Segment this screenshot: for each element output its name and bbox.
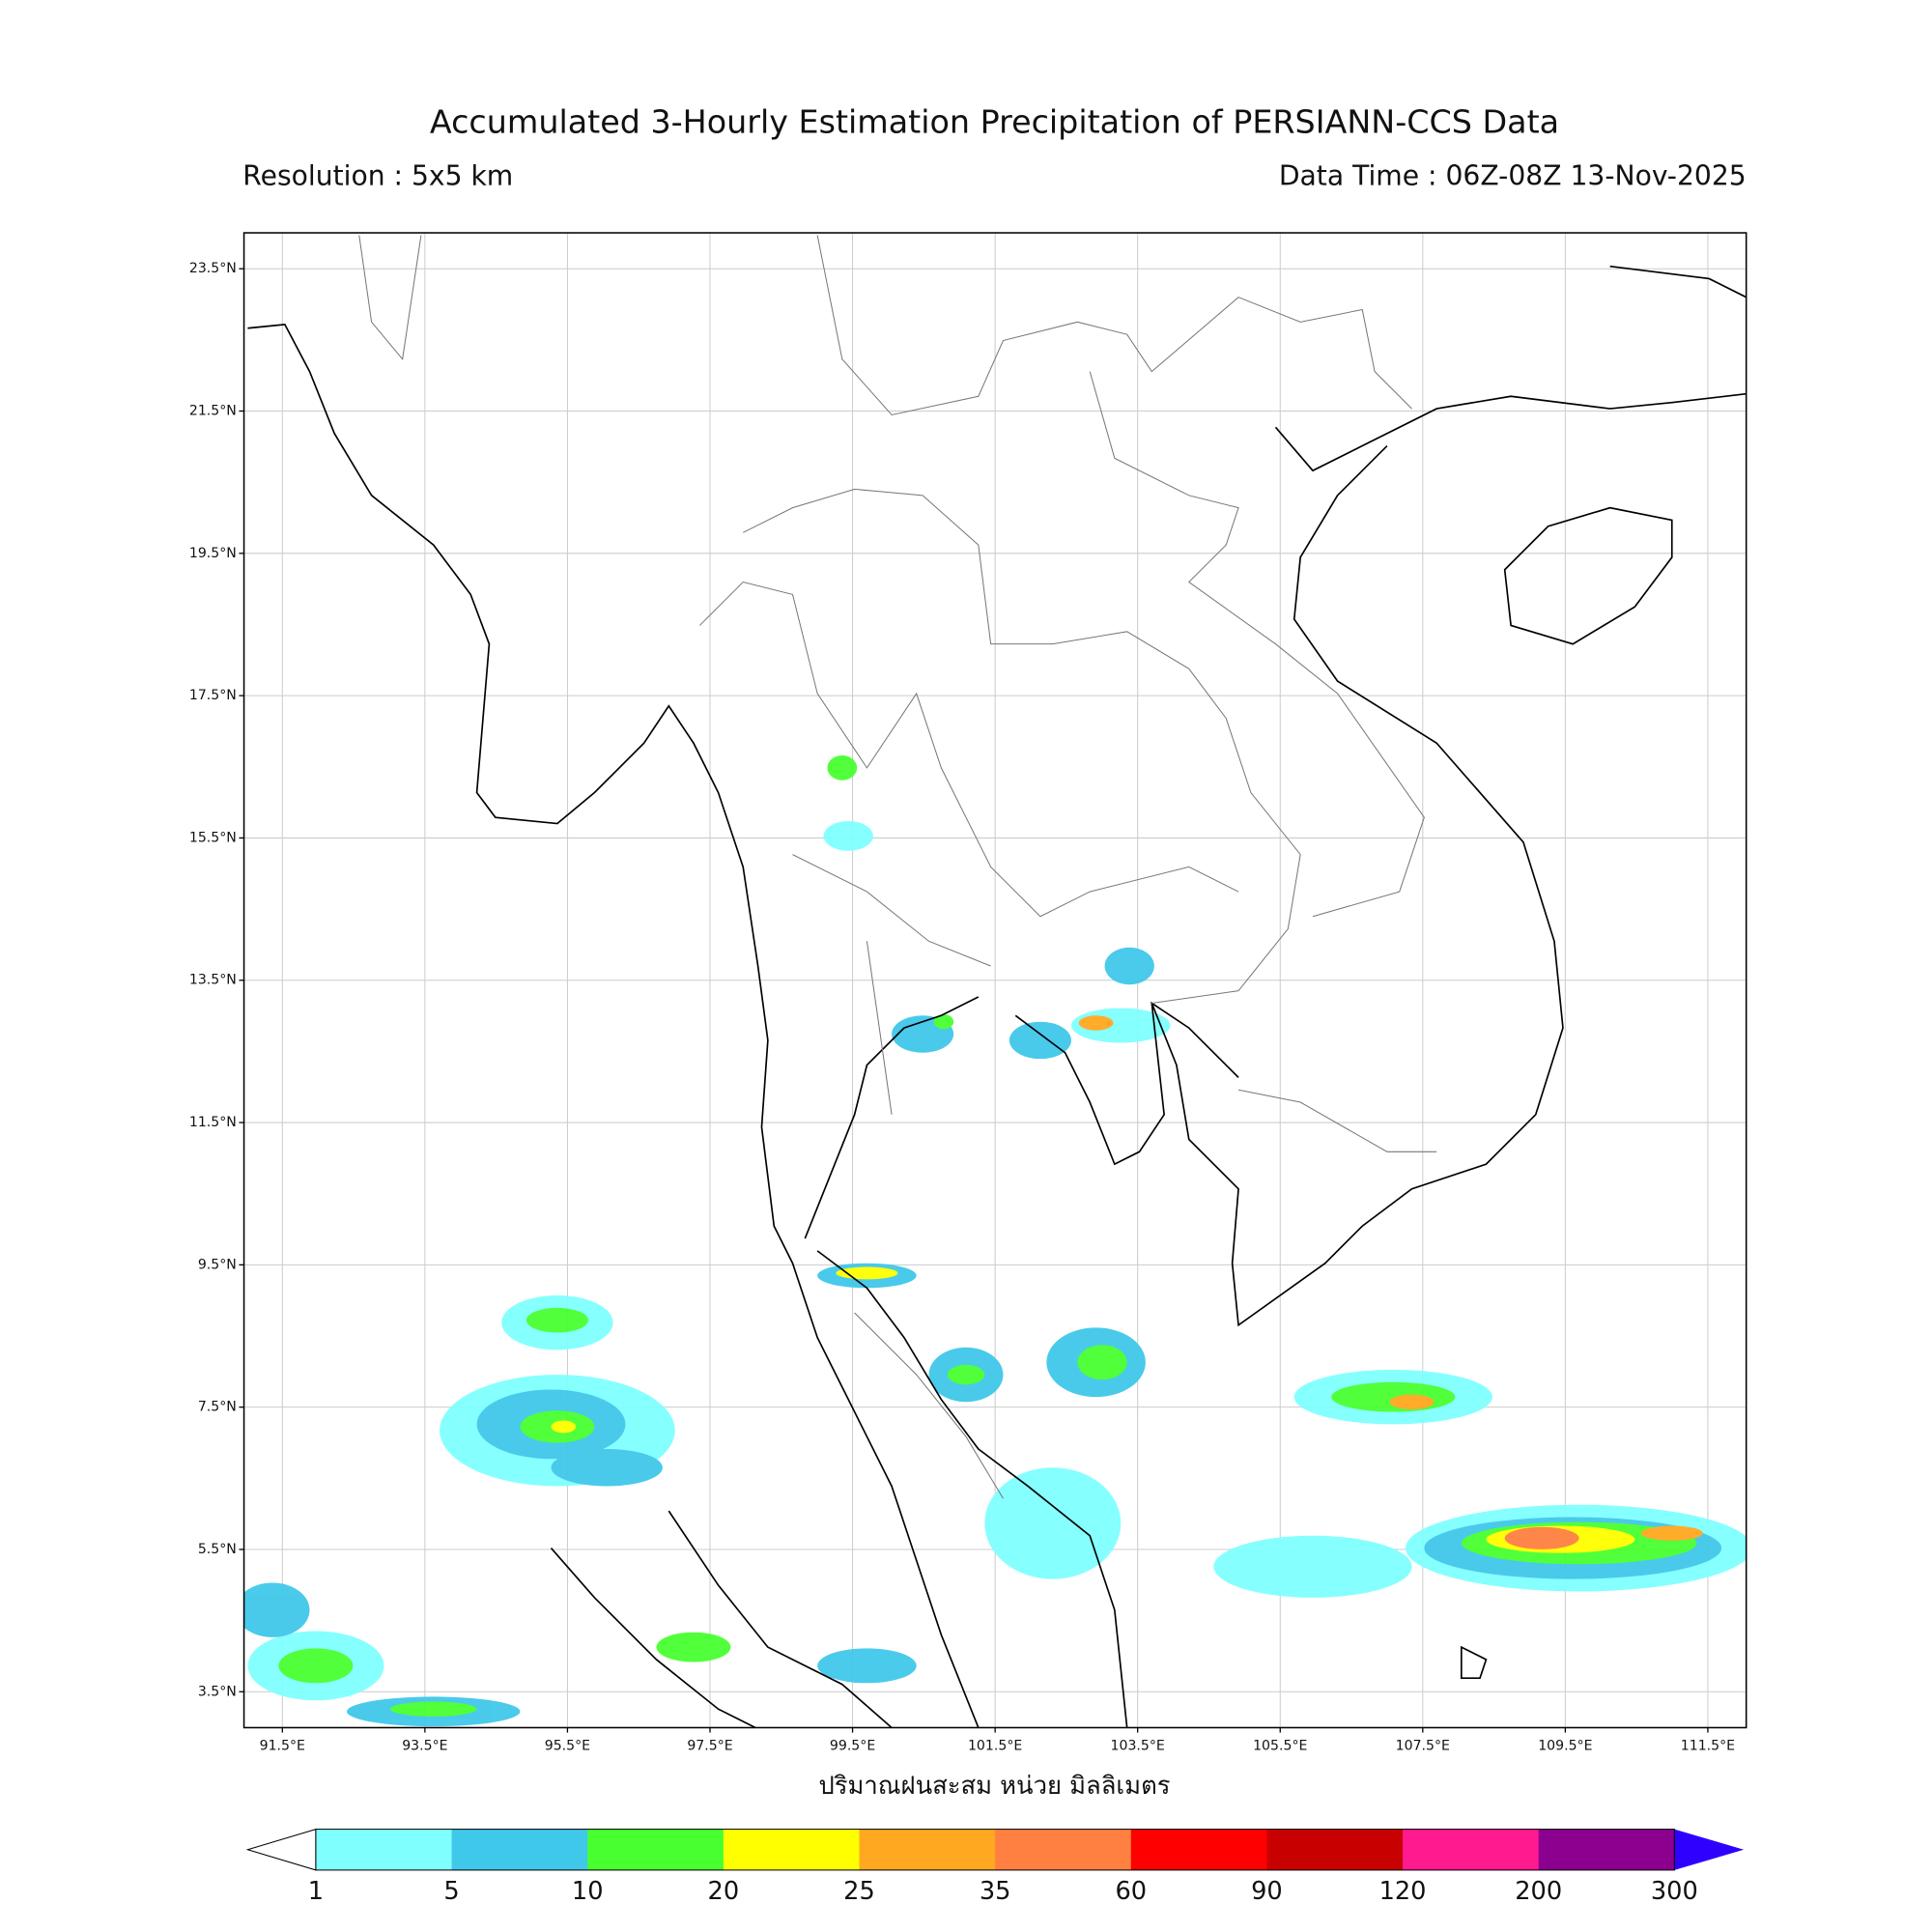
colorbar-segment [1538, 1829, 1675, 1870]
colorbar-segment [587, 1829, 724, 1870]
colorbar-label: 120 [1379, 1877, 1427, 1906]
colorbar-over [1674, 1829, 1745, 1870]
colorbar-label: 10 [572, 1877, 604, 1906]
colorbar-segment [995, 1829, 1132, 1870]
colorbar-segment [451, 1829, 588, 1870]
colorbar-segment [315, 1829, 453, 1870]
data-time: Data Time : 06Z-08Z 13-Nov-2025 [1279, 159, 1747, 191]
lon-label: 99.5°E [830, 1739, 875, 1754]
lon-label: 103.5°E [1111, 1739, 1165, 1754]
lon-label: 107.5°E [1396, 1739, 1450, 1754]
lat-label: 5.5°N [198, 1542, 237, 1557]
lon-label: 93.5°E [402, 1739, 447, 1754]
colorbar-label: 1 [308, 1877, 324, 1906]
colorbar-under [245, 1828, 317, 1871]
lon-label: 95.5°E [545, 1739, 590, 1754]
lat-label: 9.5°N [198, 1257, 237, 1272]
lon-label: 109.5°E [1538, 1739, 1592, 1754]
x-label: ปริมาณฝนสะสม หน่วย มิลลิเมตร [818, 1772, 1170, 1801]
coastlines [247, 265, 1747, 1728]
title: Accumulated 3-Hourly Estimation Precipit… [430, 103, 1559, 141]
rain [243, 755, 1747, 1727]
colorbar-segment [859, 1829, 996, 1870]
colorbar-segment [723, 1829, 861, 1870]
map [243, 233, 1747, 1728]
colorbar-label: 5 [443, 1877, 459, 1906]
resolution: Resolution : 5x5 km [242, 159, 513, 191]
lat-label: 23.5°N [189, 261, 237, 276]
colorbar-segment [1266, 1829, 1404, 1870]
colorbar-segment [1130, 1829, 1268, 1870]
lon-label: 91.5°E [260, 1739, 305, 1754]
borders [358, 235, 1437, 1499]
lon-label: 101.5°E [968, 1739, 1022, 1754]
lon-label: 105.5°E [1253, 1739, 1307, 1754]
lat-label: 19.5°N [189, 546, 237, 561]
colorbar-label: 60 [1115, 1877, 1147, 1906]
colorbar-label: 300 [1651, 1877, 1698, 1906]
colorbar-frame [315, 1829, 1675, 1871]
colorbar: 1 5 10 20 25 35 60 90 120 200 300 [245, 1828, 1745, 1906]
lon-label: 97.5°E [687, 1739, 732, 1754]
lat-label: 17.5°N [189, 688, 237, 703]
lat-label: 7.5°N [198, 1400, 237, 1415]
lat-label: 21.5°N [189, 404, 237, 419]
colorbar-label: 35 [980, 1877, 1011, 1906]
colorbar-label: 200 [1515, 1877, 1562, 1906]
lon-label: 111.5°E [1681, 1739, 1735, 1754]
colorbar-label: 25 [843, 1877, 875, 1906]
colorbar-label: 90 [1251, 1877, 1283, 1906]
lat-label: 13.5°N [189, 973, 237, 988]
axes: 23.5°N 21.5°N 19.5°N 17.5°N 15.5°N 13.5°N 11.5… [189, 261, 1735, 1753]
lat-label: 11.5°N [189, 1115, 237, 1130]
lat-label: 3.5°N [198, 1684, 237, 1699]
colorbar-label: 20 [708, 1877, 740, 1906]
colorbar-segment [1403, 1829, 1540, 1870]
lat-label: 15.5°N [189, 830, 237, 845]
